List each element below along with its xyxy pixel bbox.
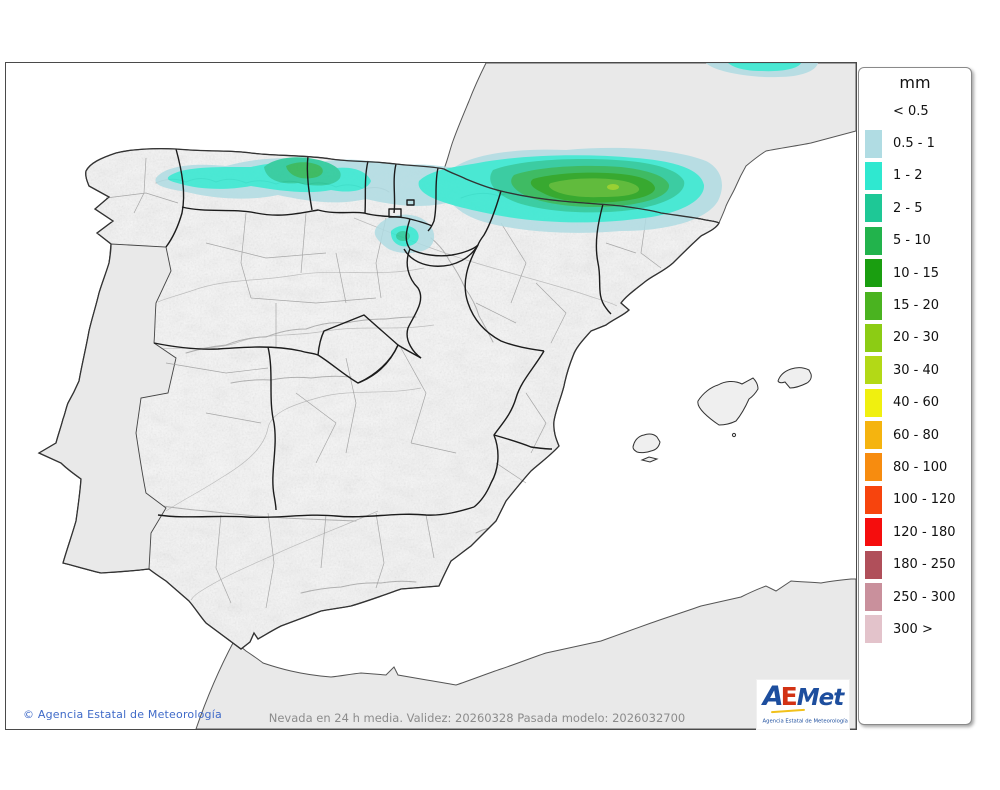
river-guadalquivir [190,510,379,601]
legend-row: 1 - 2 [859,160,971,192]
balearic-islands [632,367,812,463]
legend-title: mm [899,73,931,92]
formentera-island [640,456,659,463]
legend-row: 10 - 15 [859,257,971,289]
legend-swatch [865,550,882,579]
legend-swatch [865,388,882,417]
legend-row-label: 15 - 20 [893,298,940,314]
legend-row-label: 30 - 40 [893,362,940,378]
legend-row: 180 - 250 [859,548,971,580]
community-borders [153,148,612,519]
legend-row: 20 - 30 [859,322,971,354]
africa-landmass [195,578,856,729]
map-svg [6,63,856,729]
legend-row-label: 120 - 180 [893,524,956,540]
map-caption: Nevada en 24 h media. Validez: 20260328 … [268,711,686,725]
legend-swatch [865,485,882,514]
legend-swatch [865,129,882,158]
aemet-logo: AEMet Agencia Estatal de Meteorología [756,679,850,730]
logo-letter-a: A [762,681,784,712]
copyright-text: © Agencia Estatal de Meteorología [23,708,222,721]
legend-row-label: 300 > [893,621,933,637]
legend-row-label: 0.5 - 1 [893,136,935,152]
legend-row: 120 - 180 [859,516,971,548]
legend-swatch [865,226,882,255]
legend-row-label: 20 - 30 [893,330,940,346]
legend-swatch [865,323,882,352]
legend-swatch [865,421,882,450]
legend-swatch [865,194,882,223]
cabrera-island [731,432,737,438]
river-tajo [157,324,435,350]
legend-row: 300 > [859,613,971,645]
legend-row-label: < 0.5 [893,103,929,119]
snow-cantabrian-5-10 [286,162,323,179]
legend-row-label: 10 - 15 [893,265,940,281]
legend-row-label: 2 - 5 [893,200,923,216]
legend-swatch [865,161,882,190]
legend-swatch [865,518,882,547]
snowfall-overlay [155,63,818,254]
logo-wordmark: AEMet [757,682,849,715]
legend-row: 250 - 300 [859,581,971,613]
iberia-coastline [37,147,720,650]
legend-row-label: 60 - 80 [893,427,940,443]
river-duero [157,267,425,303]
snow-pyrenees-15-20 [548,178,640,198]
legend-row-label: 100 - 120 [893,492,956,508]
snow-france-1-2 [728,63,801,72]
legend-swatch [865,615,882,644]
menorca-island [777,367,812,389]
legend-rows: < 0.5 0.5 - 1 1 - 2 2 - 5 5 - 10 10 - 15… [859,95,971,646]
mallorca-island [697,377,759,426]
legend-row-label: 80 - 100 [893,459,948,475]
legend-swatch [865,453,882,482]
legend-row: < 0.5 [859,95,971,127]
snow-pyrenees-20-30 [607,184,619,190]
river-guadiana [165,387,422,512]
legend-swatch [865,259,882,288]
legend-row: 15 - 20 [859,289,971,321]
ibiza-island [632,433,661,454]
legend-row: 60 - 80 [859,419,971,451]
legend-swatch [865,356,882,385]
legend-row-label: 1 - 2 [893,168,923,184]
legend-swatch [865,291,882,320]
legend-row: 5 - 10 [859,225,971,257]
legend-row: 2 - 5 [859,192,971,224]
logo-met: Met [796,685,844,711]
legend-row: 100 - 120 [859,484,971,516]
map-panel: © Agencia Estatal de Meteorología Nevada… [5,62,857,730]
logo-subtitle: Agencia Estatal de Meteorología [762,718,848,725]
legend-row: 30 - 40 [859,354,971,386]
legend-swatch [865,583,882,612]
snow-demanda-2-5 [396,231,410,241]
legend-row: 0.5 - 1 [859,127,971,159]
legend-row-label: 40 - 60 [893,395,940,411]
legend-row-label: 5 - 10 [893,233,931,249]
legend-panel: mm < 0.5 0.5 - 1 1 - 2 2 - 5 5 - 10 10 -… [858,67,972,725]
legend-row: 40 - 60 [859,387,971,419]
legend-row: 80 - 100 [859,451,971,483]
logo-letter-e: E [780,682,798,711]
legend-row-label: 250 - 300 [893,589,956,605]
legend-row-label: 180 - 250 [893,557,956,573]
